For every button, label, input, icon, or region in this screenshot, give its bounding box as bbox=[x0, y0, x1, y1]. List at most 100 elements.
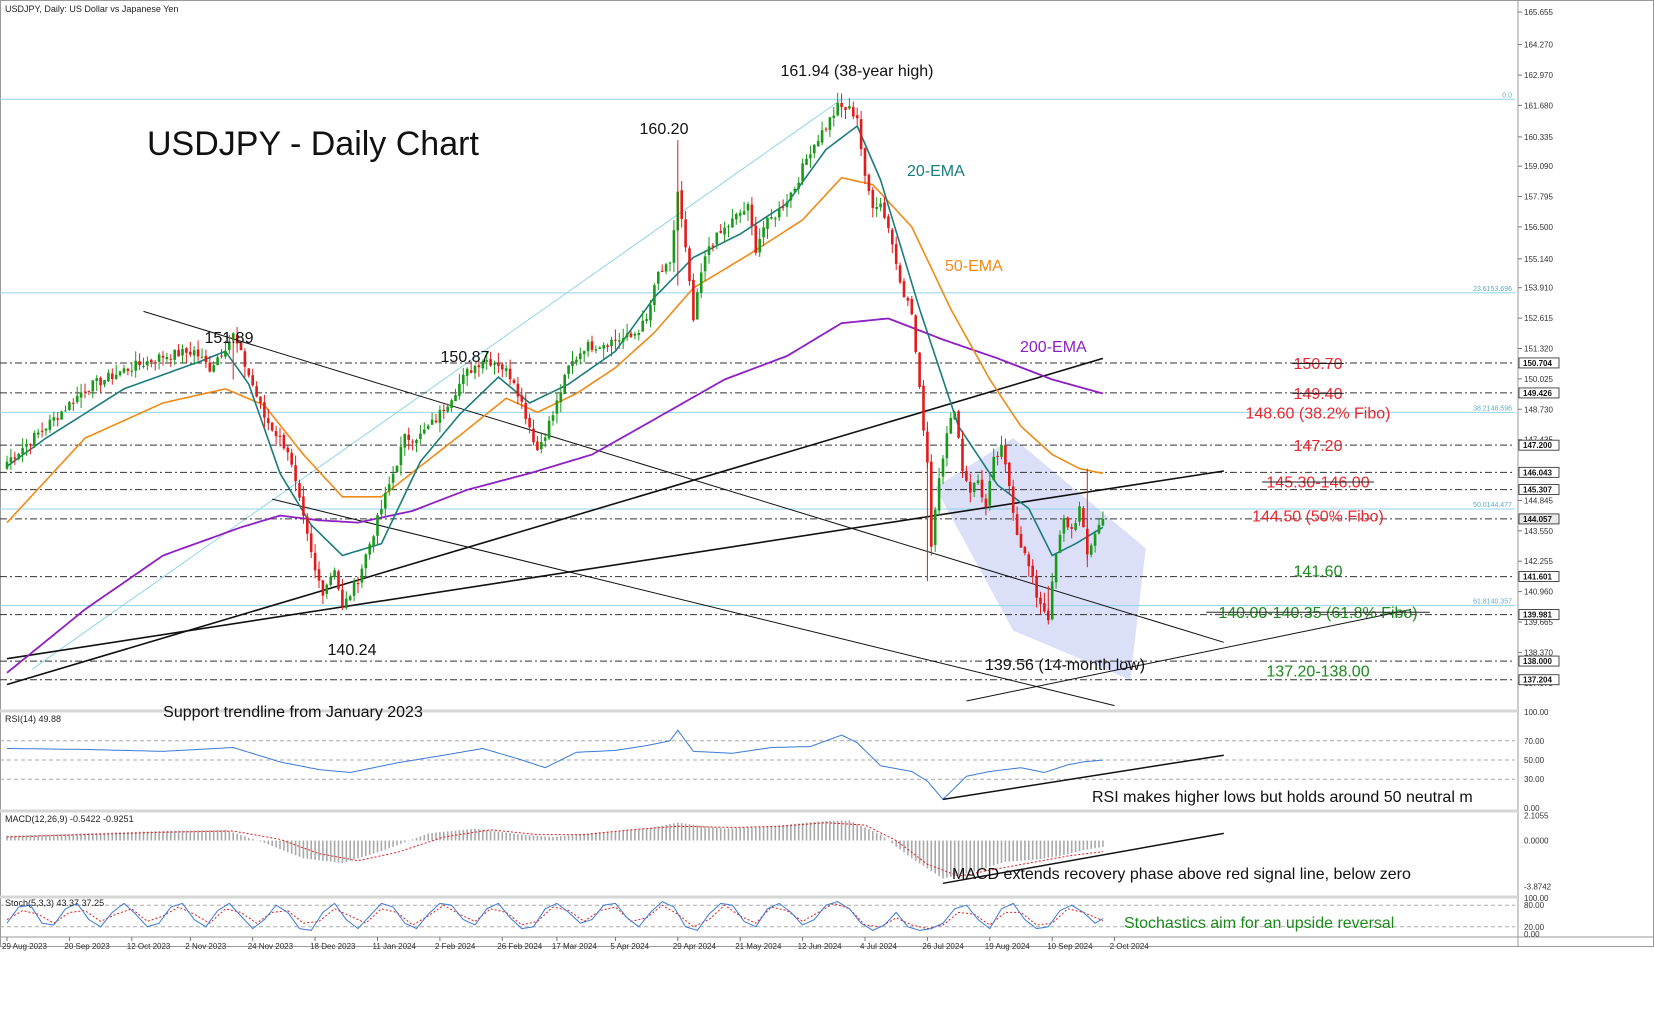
candle-body bbox=[563, 374, 566, 395]
candle-body bbox=[898, 265, 902, 283]
candle-body bbox=[204, 355, 208, 363]
price-highlight-box bbox=[1518, 513, 1560, 525]
candle-body bbox=[777, 208, 781, 218]
price-tick-label: 162.970 bbox=[1524, 71, 1553, 80]
candle-body bbox=[263, 402, 266, 418]
candle-body bbox=[1011, 486, 1015, 513]
candle-body bbox=[138, 361, 141, 366]
candle-body bbox=[1082, 508, 1085, 528]
candle-body bbox=[216, 357, 219, 366]
candle-body bbox=[508, 368, 512, 380]
time-tick-label: 12 Oct 2023 bbox=[127, 942, 171, 951]
price-tick-label: 151.320 bbox=[1524, 344, 1553, 353]
candle-body bbox=[313, 552, 317, 571]
stoch-tick-label: 0.00 bbox=[1524, 930, 1540, 939]
candle-body bbox=[692, 279, 695, 321]
macd-label: MACD(12,26,9) -0.5422 -0.9251 bbox=[5, 814, 134, 824]
candle-body bbox=[629, 333, 633, 337]
candle-body bbox=[1019, 534, 1023, 548]
candle-body bbox=[637, 333, 641, 336]
candle-body bbox=[1039, 597, 1042, 604]
price-tick-label: 160.335 bbox=[1524, 133, 1553, 142]
candle-body bbox=[192, 350, 196, 356]
price-tick-label: 152.615 bbox=[1524, 314, 1553, 323]
candle-body bbox=[465, 368, 469, 376]
candle-body bbox=[130, 370, 134, 372]
candle-body bbox=[793, 188, 797, 192]
support-trendline-steep bbox=[6, 357, 1104, 686]
candle-body bbox=[497, 363, 500, 366]
fibonacci-level-label: 38.2148.596 bbox=[1473, 405, 1512, 412]
candle-body bbox=[504, 368, 508, 371]
candle-body bbox=[914, 315, 917, 352]
candle-body bbox=[153, 362, 157, 364]
rsi-tick-label: 70.00 bbox=[1524, 737, 1545, 746]
candle-body bbox=[473, 365, 477, 374]
candle-body bbox=[602, 345, 605, 349]
candle-body bbox=[762, 227, 765, 238]
candle-body bbox=[520, 395, 524, 402]
resistance-trendline-from-151.89 bbox=[143, 310, 1224, 643]
candle-body bbox=[969, 481, 972, 493]
candle-body bbox=[161, 355, 165, 358]
candle-body bbox=[348, 596, 352, 601]
price-tick-label: 161.680 bbox=[1524, 101, 1553, 110]
candle-body bbox=[306, 516, 309, 534]
fibonacci-level-label: 23.6153.696 bbox=[1473, 286, 1512, 293]
time-tick-label: 29 Apr 2024 bbox=[673, 942, 717, 951]
price-highlight-box bbox=[1518, 674, 1560, 686]
candle-body bbox=[614, 339, 617, 341]
level-label: 148.60 (38.2% Fibo) bbox=[1246, 405, 1391, 422]
candle-body bbox=[1097, 524, 1101, 534]
candle-body bbox=[590, 341, 594, 350]
candle-body bbox=[239, 342, 243, 351]
price-highlight-box bbox=[1518, 655, 1560, 667]
candle-body bbox=[988, 480, 992, 506]
candle-body bbox=[813, 144, 816, 154]
candle-body bbox=[352, 581, 356, 596]
ema-label: 20-EMA bbox=[907, 163, 965, 180]
candle-body bbox=[251, 375, 254, 386]
rsi-tick-label: 0.00 bbox=[1524, 804, 1540, 813]
candle-body bbox=[543, 437, 547, 441]
candle-body bbox=[586, 342, 590, 352]
candle-body bbox=[699, 272, 703, 294]
candle-body bbox=[290, 452, 293, 465]
candle-body bbox=[200, 356, 204, 358]
candle-body bbox=[134, 360, 137, 371]
candle-body bbox=[469, 370, 473, 373]
price-annotation: 161.94 (38-year high) bbox=[781, 63, 934, 80]
ema-label: 50-EMA bbox=[945, 258, 1003, 275]
candle-body bbox=[594, 349, 598, 351]
candle-body bbox=[185, 348, 188, 353]
candle-body bbox=[555, 400, 559, 414]
candle-body bbox=[610, 339, 613, 347]
candle-body bbox=[1008, 462, 1011, 486]
candle-body bbox=[918, 352, 921, 387]
candle-body bbox=[309, 533, 313, 553]
candle-body bbox=[44, 428, 48, 431]
candle-body bbox=[852, 107, 855, 117]
candle-body bbox=[52, 417, 56, 421]
candle-body bbox=[980, 479, 984, 498]
candle-body bbox=[657, 271, 660, 284]
candle-body bbox=[302, 496, 305, 516]
candle-body bbox=[809, 154, 812, 159]
candle-body bbox=[5, 461, 9, 469]
candle-body bbox=[1078, 506, 1081, 522]
candle-body bbox=[403, 433, 407, 448]
candle-body bbox=[411, 441, 414, 443]
candle-body bbox=[824, 128, 828, 130]
candle-body bbox=[501, 364, 504, 370]
candle-body bbox=[770, 217, 773, 219]
candle-body bbox=[820, 130, 824, 143]
time-tick-label: 10 Sep 2024 bbox=[1047, 942, 1093, 951]
price-annotation: Support trendline from January 2023 bbox=[163, 704, 423, 721]
candle-body bbox=[454, 395, 457, 402]
candle-body bbox=[407, 434, 410, 441]
candle-body bbox=[345, 598, 348, 608]
price-annotation: 140.24 bbox=[328, 642, 377, 659]
price-highlight-box bbox=[1518, 571, 1560, 582]
candle-body bbox=[945, 433, 949, 459]
